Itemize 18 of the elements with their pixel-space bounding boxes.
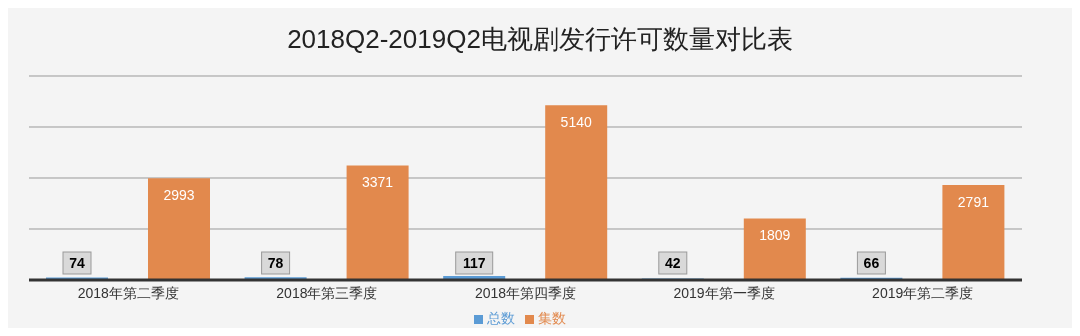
legend-label: 集数	[538, 310, 566, 326]
x-tick-label: 2019年第二季度	[872, 284, 974, 301]
x-tick-label: 2018年第二季度	[77, 284, 179, 301]
data-label: 1809	[759, 227, 791, 244]
data-label: 66	[863, 255, 880, 271]
legend-label: 总数	[487, 310, 515, 326]
data-label: 74	[69, 255, 85, 271]
data-label: 42	[665, 255, 681, 271]
x-tick-label: 2018年第三季度	[276, 284, 378, 301]
data-label: 117	[462, 255, 486, 271]
data-label: 2791	[957, 194, 990, 211]
data-label: 78	[267, 255, 284, 271]
x-tick-label: 2018年第四季度	[474, 284, 577, 301]
chart-title: 2018Q2-2019Q2电视剧发行许可数量对比表	[286, 23, 794, 56]
x-tick-label: 2019年第一季度	[673, 284, 775, 301]
data-label: 3371	[362, 174, 394, 191]
data-label: 2993	[163, 187, 195, 204]
data-label: 5140	[560, 114, 592, 131]
